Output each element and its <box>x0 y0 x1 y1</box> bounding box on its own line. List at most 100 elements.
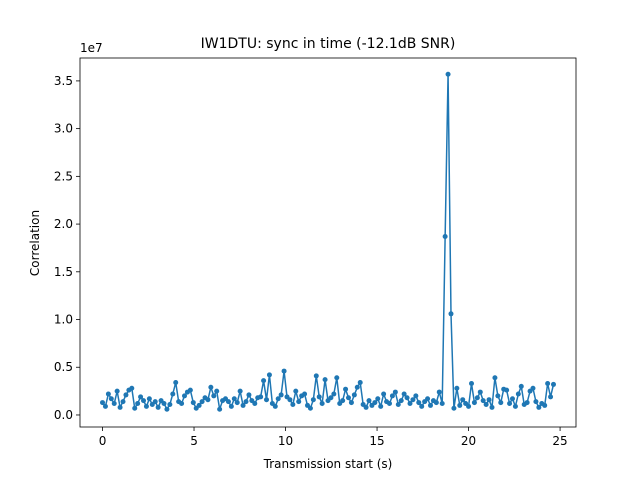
data-point <box>548 394 554 400</box>
y-tick-label: 1.0 <box>54 313 73 327</box>
data-point <box>258 394 264 400</box>
data-point <box>498 400 504 406</box>
y-tick-label: 0.0 <box>54 408 73 422</box>
data-point <box>108 396 114 402</box>
data-point <box>132 405 138 411</box>
data-point <box>457 402 463 408</box>
data-point <box>231 396 237 402</box>
data-point <box>281 368 287 374</box>
data-point <box>442 233 448 239</box>
plot-frame <box>79 57 577 428</box>
data-point <box>533 399 539 405</box>
data-point <box>310 397 316 403</box>
data-point <box>425 396 431 402</box>
data-point <box>278 392 284 398</box>
data-point <box>266 372 272 378</box>
x-axis-label: Transmission start (s) <box>263 457 393 471</box>
data-point <box>372 400 378 406</box>
data-point <box>135 401 141 407</box>
data-point <box>123 392 129 398</box>
data-point <box>345 395 351 401</box>
data-point <box>246 392 252 398</box>
data-point <box>237 388 243 394</box>
data-point <box>164 406 170 412</box>
chart-title: IW1DTU: sync in time (-12.1dB SNR) <box>201 36 456 52</box>
data-point <box>141 398 147 404</box>
data-point <box>205 397 211 403</box>
data-point <box>542 402 548 408</box>
data-point <box>102 403 108 409</box>
data-point <box>334 375 340 381</box>
data-point <box>120 399 126 405</box>
x-tick-label: 20 <box>461 434 476 448</box>
data-point <box>410 397 416 403</box>
data-point <box>322 377 328 383</box>
data-point <box>343 386 349 392</box>
data-point <box>307 405 313 411</box>
data-point <box>328 395 334 401</box>
data-point <box>480 398 486 404</box>
data-point <box>389 393 395 399</box>
data-point <box>433 400 439 406</box>
data-point <box>492 375 498 381</box>
x-tick-label: 15 <box>369 434 384 448</box>
data-point <box>290 401 296 407</box>
data-point <box>468 380 474 386</box>
data-point <box>448 311 454 317</box>
data-point <box>211 393 217 399</box>
data-point <box>416 400 422 406</box>
data-point <box>261 378 267 384</box>
data-point <box>146 396 152 402</box>
data-point <box>217 406 223 412</box>
data-point <box>401 391 407 397</box>
data-point <box>316 394 322 400</box>
data-point <box>100 400 106 406</box>
data-point <box>348 400 354 406</box>
data-point <box>460 397 466 403</box>
data-point <box>138 394 144 400</box>
data-point <box>507 401 513 407</box>
data-point <box>381 391 387 397</box>
data-point <box>105 391 111 397</box>
data-point <box>173 380 179 386</box>
data-point <box>117 404 123 410</box>
data-point <box>287 397 293 403</box>
data-point <box>378 403 384 409</box>
data-point <box>143 403 149 409</box>
data-point <box>419 403 425 409</box>
data-point <box>454 385 460 391</box>
data-point <box>340 398 346 404</box>
data-point <box>451 405 457 411</box>
y-tick-label: 3.0 <box>54 122 73 136</box>
data-point <box>225 399 231 405</box>
data-point <box>357 380 363 386</box>
data-point <box>354 384 360 390</box>
data-point <box>477 389 483 395</box>
data-point <box>240 402 246 408</box>
data-point <box>407 401 413 407</box>
data-point <box>524 400 530 406</box>
x-tick-label: 10 <box>278 434 293 448</box>
x-tick-label: 0 <box>99 434 107 448</box>
data-point <box>264 397 270 403</box>
data-point <box>398 398 404 404</box>
data-point <box>518 383 524 389</box>
data-point <box>363 404 369 410</box>
data-point <box>395 401 401 407</box>
data-point <box>272 403 278 409</box>
data-point <box>296 399 302 405</box>
data-point <box>351 392 357 398</box>
data-point <box>114 388 120 394</box>
data-point <box>495 393 501 399</box>
data-point <box>413 393 419 399</box>
data-point <box>196 402 202 408</box>
data-point <box>504 387 510 393</box>
data-point <box>474 395 480 401</box>
data-point <box>179 401 185 407</box>
data-point <box>515 391 521 397</box>
data-point <box>392 389 398 395</box>
data-point <box>152 399 158 405</box>
data-point <box>375 396 381 402</box>
